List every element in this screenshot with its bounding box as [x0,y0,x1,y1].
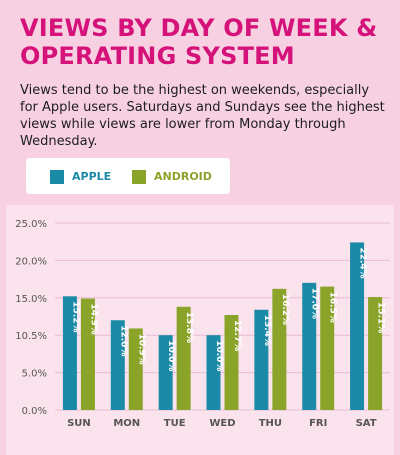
bar-android-fri [320,286,335,410]
legend-label-android: ANDROID [154,170,212,183]
y-tick-label: 15.0% [15,294,47,305]
bar-apple-mon [110,320,125,410]
y-tick-label: 25.0% [15,219,47,230]
x-tick-label: THU [259,418,282,429]
data-label: 10.0% [166,340,176,371]
x-tick-label: MON [113,418,140,429]
data-label: 10.9% [136,333,146,364]
data-label: 13.4% [262,315,272,346]
data-label: 10.0% [214,340,224,371]
data-label: 16.5% [328,292,338,323]
bar-apple-sat [350,242,365,410]
bar-apple-fri [302,282,317,410]
legend-label-apple: APPLE [72,170,112,183]
y-tick-label: 5.0% [22,369,47,380]
x-tick-label: FRI [309,418,327,429]
chart-title: VIEWS BY DAY OF WEEK & OPERATING SYSTEM [20,14,378,70]
data-label: 16.2% [280,294,290,325]
x-tick-label: TUE [164,418,186,429]
data-label: 15.1% [376,302,386,333]
x-tick-label: SAT [356,418,377,429]
bar-android-thu [272,288,287,410]
legend-swatch-android [132,170,146,184]
y-tick-label: 0.0% [22,406,47,417]
y-tick-label: 10.5% [15,331,47,342]
y-tick-label: 20.0% [15,256,47,267]
bar-android-sat [368,297,383,410]
bar-apple-wed [206,335,221,410]
data-label: 12.0% [118,325,128,356]
chart-subtitle: Views tend to be the highest on weekends… [20,83,385,149]
x-tick-label: SUN [67,418,91,429]
bar-android-sun [80,298,95,410]
bar-apple-thu [254,309,269,410]
data-label: 17.0% [310,288,320,319]
bar-chart: 0.0% 5.0% 10.5% 15.0% 20.0% 25.0% 15.2% 14.9% SU… [6,205,394,455]
x-tick-label: WED [209,418,235,429]
bar-apple-sun [62,296,77,410]
bar-android-tue [176,306,191,410]
bar-android-wed [224,315,239,410]
bar-apple-tue [158,335,173,410]
data-label: 15.2% [70,301,80,332]
legend-swatch-apple [50,170,64,184]
bar-android-mon [128,328,143,410]
data-label: 22.4% [358,247,368,278]
data-label: 14.9% [88,304,98,335]
data-label: 12.7% [232,320,242,351]
legend: APPLE ANDROID [26,158,230,194]
data-label: 13.8% [184,312,194,343]
